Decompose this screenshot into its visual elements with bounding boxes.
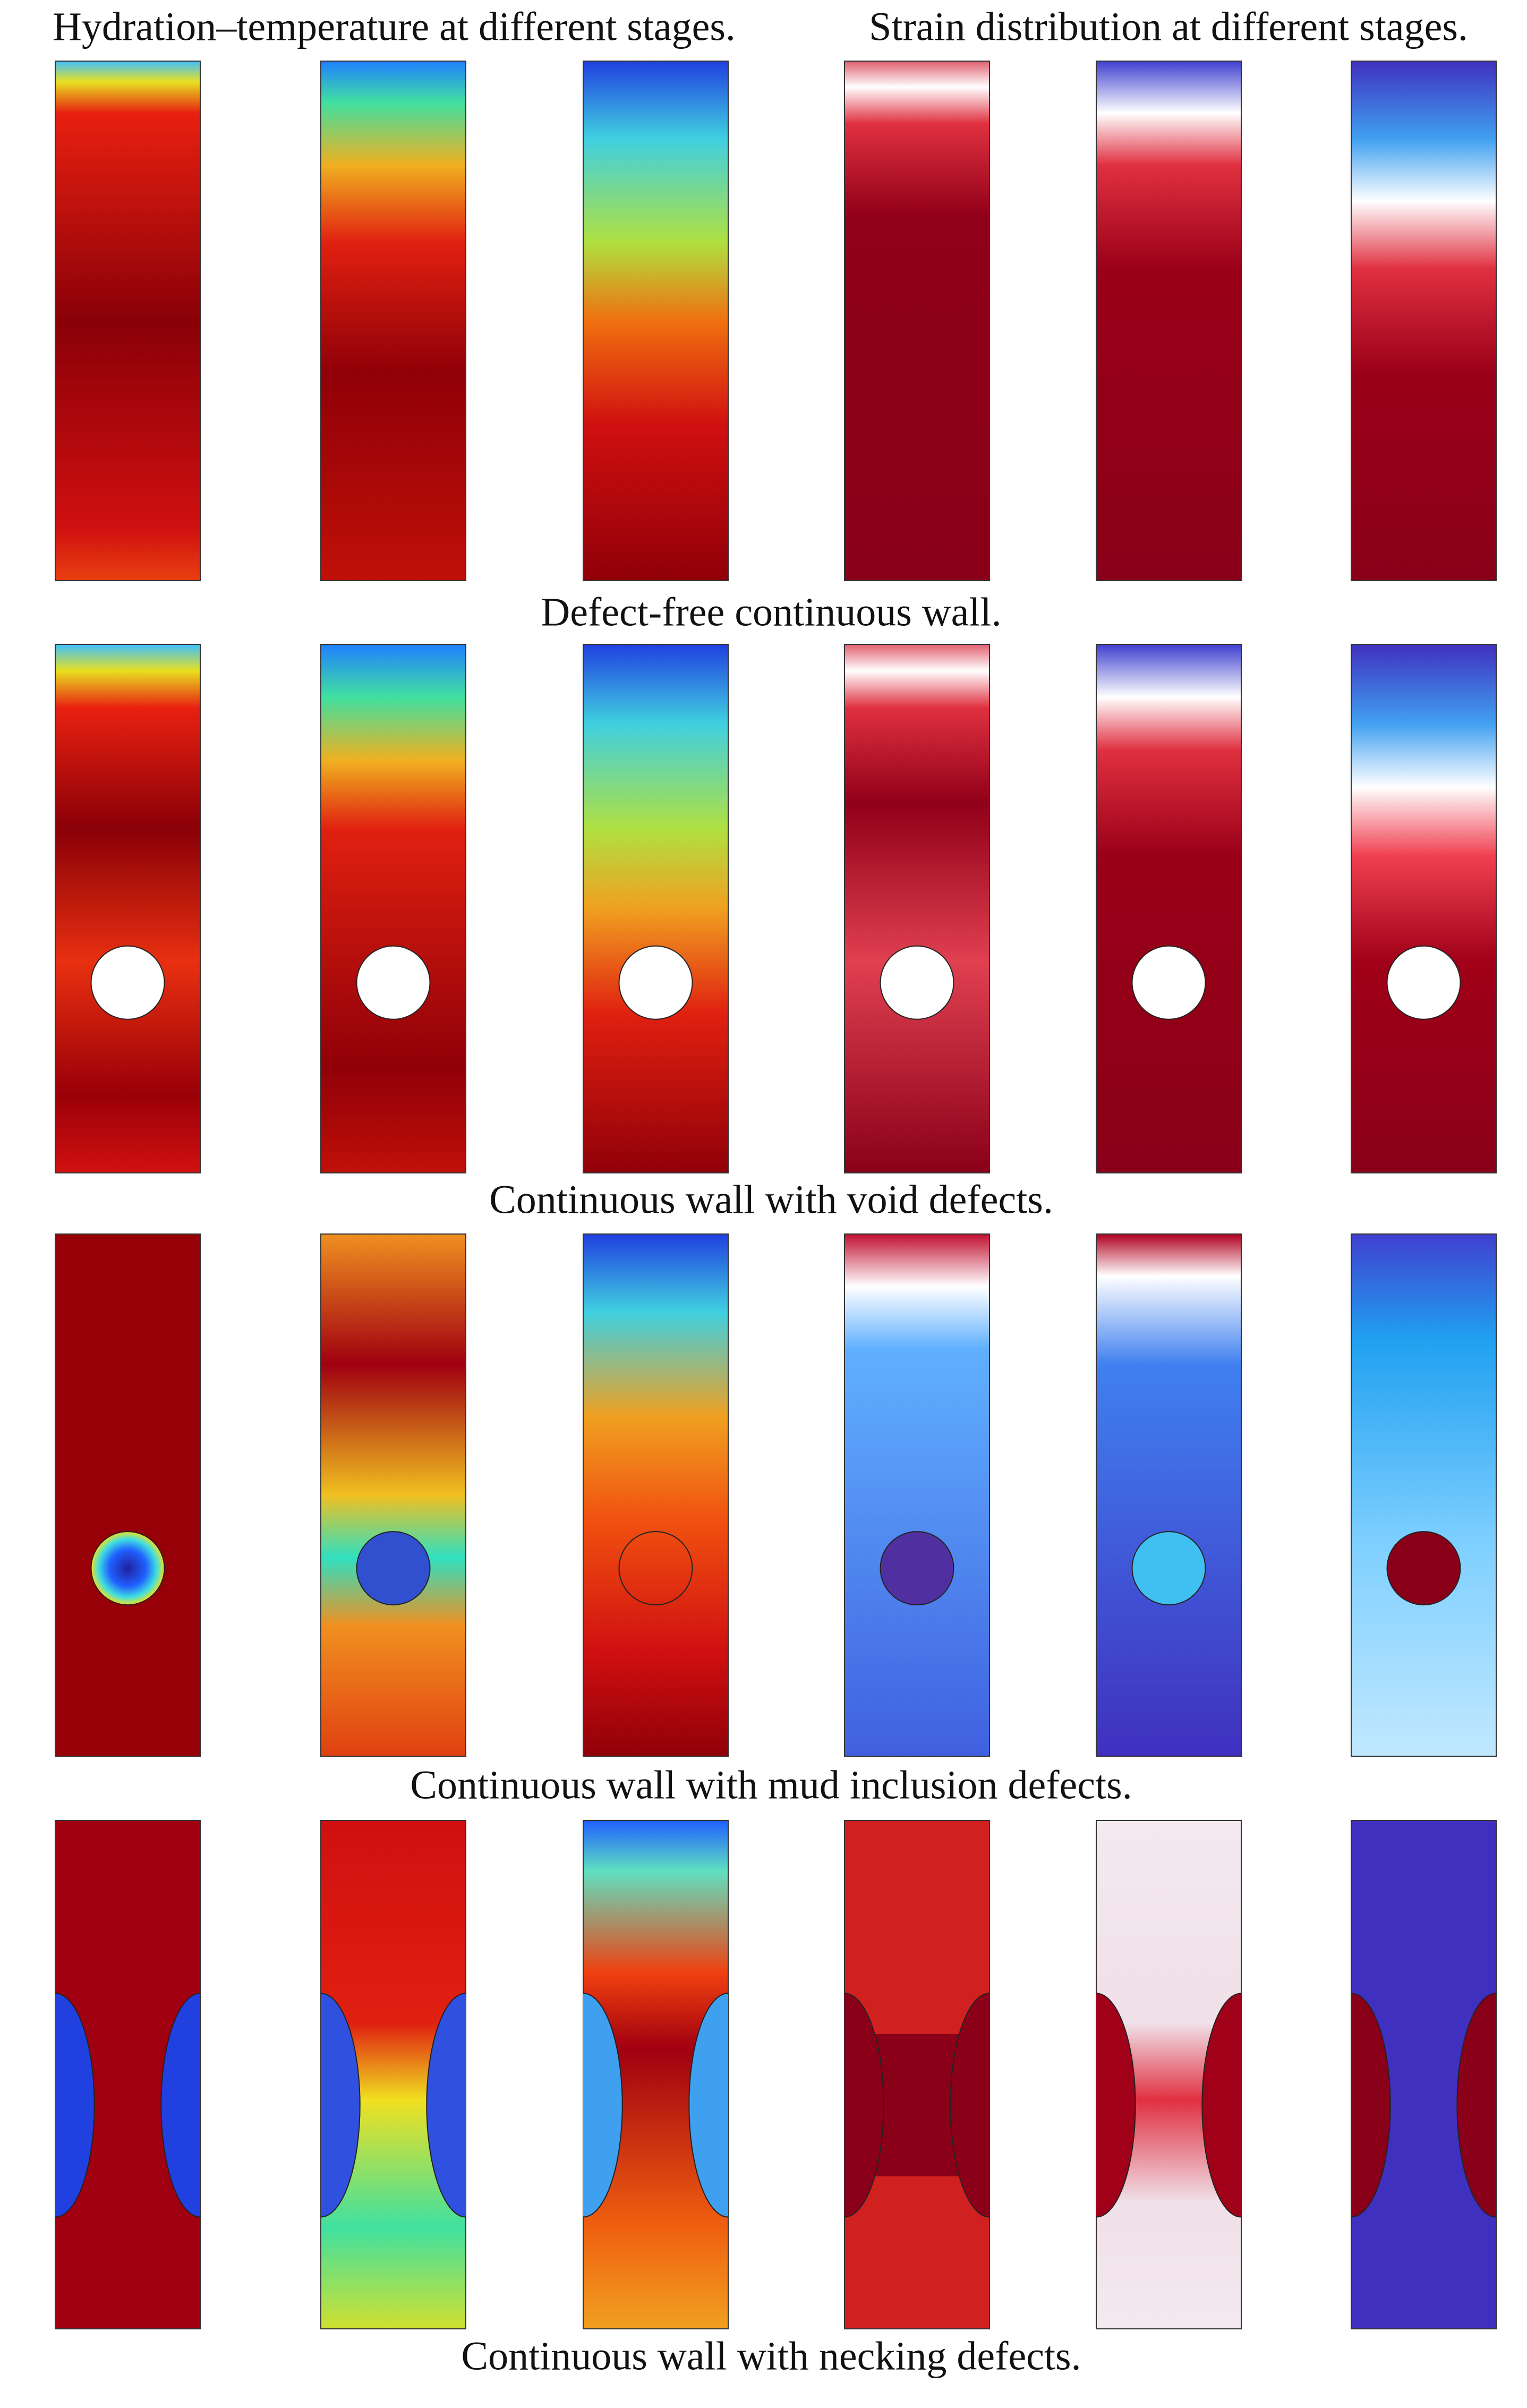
simulation-panel <box>844 644 990 1173</box>
simulation-panel <box>1096 1820 1242 2329</box>
simulation-panel <box>55 1820 201 2329</box>
simulation-panel <box>1351 644 1497 1173</box>
simulation-panel <box>1096 644 1242 1173</box>
simulation-panel <box>320 61 466 581</box>
simulation-panel <box>1351 1233 1497 1757</box>
simulation-panel <box>844 61 990 581</box>
simulation-panel <box>55 61 201 581</box>
simulation-panel <box>844 1233 990 1757</box>
temperature-header: Hydration–temperature at different stage… <box>53 4 736 49</box>
simulation-panel <box>1096 1233 1242 1757</box>
simulation-panel <box>583 1233 729 1757</box>
simulation-panel <box>320 644 466 1173</box>
simulation-panel <box>1351 61 1497 581</box>
simulation-panel <box>844 1820 990 2329</box>
simulation-panel <box>55 644 201 1173</box>
simulation-panel <box>583 644 729 1173</box>
simulation-panel <box>583 61 729 581</box>
strain-header: Strain distribution at different stages. <box>869 4 1468 49</box>
simulation-panel <box>320 1820 466 2329</box>
simulation-panel <box>55 1233 201 1757</box>
row-caption: Continuous wall with mud inclusion defec… <box>410 1763 1132 1807</box>
simulation-panel <box>1096 61 1242 581</box>
simulation-panel <box>1351 1820 1497 2329</box>
simulation-panel <box>583 1820 729 2329</box>
simulation-panel <box>320 1233 466 1757</box>
row-caption: Defect-free continuous wall. <box>541 590 1001 634</box>
row-caption: Continuous wall with necking defects. <box>461 2334 1081 2378</box>
row-caption: Continuous wall with void defects. <box>489 1177 1053 1222</box>
